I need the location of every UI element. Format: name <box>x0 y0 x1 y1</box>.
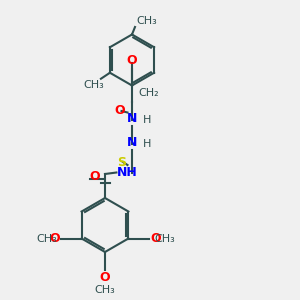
Text: O: O <box>115 104 125 118</box>
Text: S: S <box>117 155 126 169</box>
Text: CH₃: CH₃ <box>37 233 58 244</box>
Text: NH: NH <box>117 166 138 179</box>
Text: O: O <box>100 271 110 284</box>
Text: O: O <box>50 232 60 245</box>
Text: N: N <box>127 136 137 148</box>
Text: O: O <box>150 232 160 245</box>
Text: CH₃: CH₃ <box>83 80 104 90</box>
Text: H: H <box>142 115 151 125</box>
Text: O: O <box>127 55 137 68</box>
Text: CH₃: CH₃ <box>154 233 175 244</box>
Text: N: N <box>127 112 137 124</box>
Text: O: O <box>89 170 100 184</box>
Text: CH₂: CH₂ <box>138 88 159 98</box>
Text: CH₃: CH₃ <box>136 16 157 26</box>
Text: H: H <box>142 140 151 149</box>
Text: CH₃: CH₃ <box>94 285 116 295</box>
